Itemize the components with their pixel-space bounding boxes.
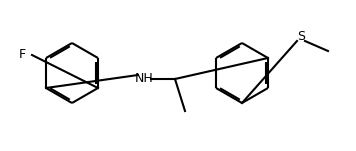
Text: NH: NH [135,72,153,85]
Text: S: S [297,31,305,43]
Text: F: F [19,48,26,61]
